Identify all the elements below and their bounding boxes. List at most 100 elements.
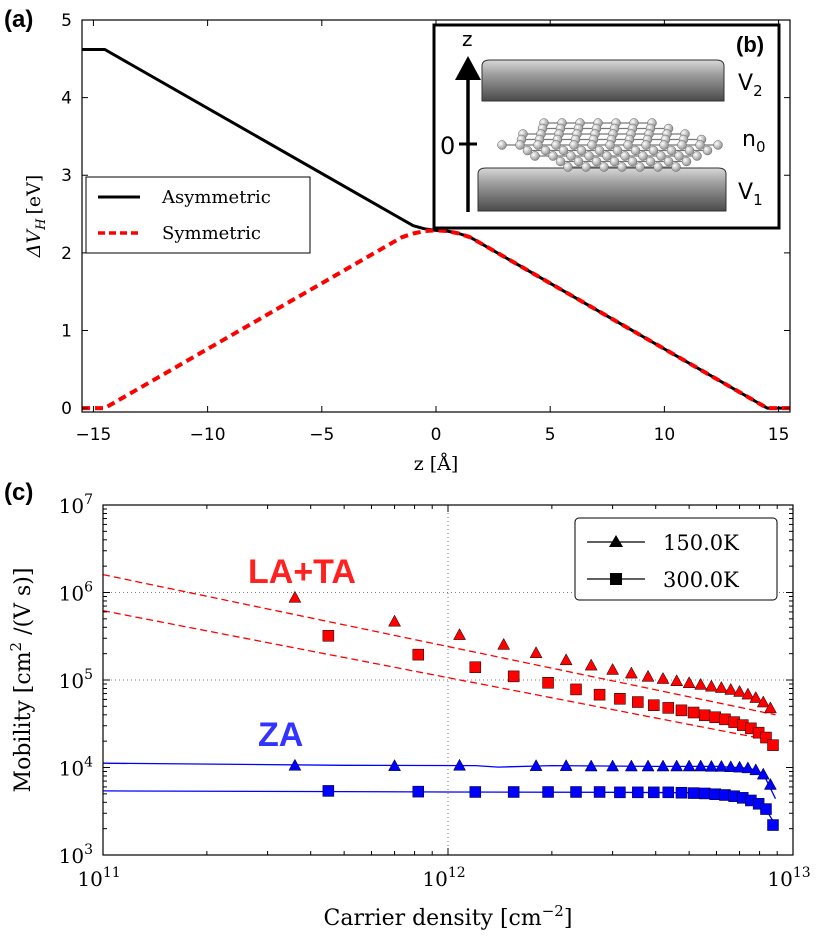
legend-300k-square-icon bbox=[610, 573, 622, 585]
marker-triangle bbox=[559, 653, 573, 666]
marker-square bbox=[469, 786, 482, 798]
marker-square bbox=[507, 786, 520, 798]
marker-square bbox=[767, 739, 779, 751]
marker-square bbox=[542, 677, 554, 689]
marker-square bbox=[412, 648, 425, 661]
marker-triangle bbox=[694, 759, 708, 772]
fit-line bbox=[103, 790, 777, 826]
marker-triangle bbox=[724, 760, 738, 772]
fit-line bbox=[103, 573, 776, 716]
legend-150k-triangle-icon bbox=[609, 535, 623, 547]
fit-line bbox=[103, 610, 776, 742]
marker-triangle bbox=[529, 759, 543, 771]
panel-a-y-label-unit: [eV] bbox=[23, 175, 45, 215]
y-tick-label: 0 bbox=[61, 399, 72, 419]
marker-triangle bbox=[656, 671, 670, 684]
inset-graphene-sheet-icon bbox=[497, 118, 723, 172]
panel-a-y-label: ΔVH [eV] bbox=[23, 175, 49, 259]
marker-triangle bbox=[704, 679, 718, 692]
marker-triangle bbox=[497, 637, 511, 650]
marker-square bbox=[632, 786, 644, 799]
marker-triangle bbox=[756, 695, 770, 708]
y-tick-label: 103 bbox=[59, 842, 93, 868]
marker-square bbox=[322, 630, 335, 642]
marker-square bbox=[760, 731, 772, 744]
panel-c-y-ticks: 103 104 105 106 107 bbox=[59, 492, 793, 868]
marker-square bbox=[614, 693, 626, 705]
marker-triangle bbox=[584, 658, 598, 671]
marker-triangle bbox=[756, 767, 770, 780]
inset-bottom-plate-label: V1 bbox=[738, 180, 763, 209]
panel-a-y-label-main: ΔV bbox=[23, 228, 45, 259]
panel-b-label: (b) bbox=[736, 32, 764, 57]
y-tick-label: 106 bbox=[59, 580, 93, 606]
marker-square bbox=[760, 803, 772, 815]
y-tick-label: 3 bbox=[61, 166, 72, 186]
panel-c-grid bbox=[103, 505, 793, 855]
marker-triangle bbox=[763, 777, 777, 790]
inset-bottom-plate bbox=[477, 167, 727, 212]
marker-triangle bbox=[453, 628, 466, 640]
panel-a-legend: Asymmetric Symmetric bbox=[85, 176, 311, 254]
marker-square bbox=[593, 688, 606, 701]
x-tick-label: 1011 bbox=[77, 865, 120, 891]
marker-square bbox=[662, 702, 675, 714]
marker-triangle bbox=[749, 691, 763, 703]
inset-origin-label: 0 bbox=[440, 132, 455, 160]
marker-square bbox=[709, 711, 721, 724]
marker-triangle bbox=[529, 646, 543, 658]
annotation-la-ta: LA+TA bbox=[248, 553, 356, 591]
marker-triangle bbox=[388, 759, 401, 771]
y-tick-label: 107 bbox=[59, 492, 93, 518]
annotation-za: ZA bbox=[258, 716, 303, 754]
marker-square bbox=[662, 786, 675, 799]
x-tick-label: −10 bbox=[190, 425, 226, 445]
marker-triangle bbox=[733, 684, 746, 697]
marker-square bbox=[687, 706, 700, 719]
marker-triangle bbox=[714, 759, 728, 772]
marker-triangle bbox=[763, 701, 777, 714]
marker-triangle bbox=[749, 763, 763, 776]
marker-square bbox=[570, 786, 582, 798]
marker-triangle bbox=[624, 666, 638, 679]
marker-triangle bbox=[694, 677, 708, 690]
inset-z-arrow-icon bbox=[455, 56, 481, 80]
x-tick-label: 10 bbox=[654, 425, 676, 445]
marker-triangle bbox=[704, 759, 718, 772]
marker-triangle bbox=[714, 681, 728, 693]
marker-square bbox=[648, 786, 660, 799]
marker-square bbox=[570, 683, 582, 696]
legend-300k-label: 300.0K bbox=[663, 568, 739, 592]
x-tick-label: −5 bbox=[309, 425, 334, 445]
marker-square bbox=[412, 785, 425, 798]
marker-square bbox=[767, 819, 779, 831]
marker-triangle bbox=[288, 758, 302, 771]
inset-top-plate-label: V2 bbox=[738, 71, 763, 100]
marker-triangle bbox=[388, 614, 401, 627]
marker-triangle bbox=[656, 759, 670, 772]
x-tick-label: 0 bbox=[431, 425, 442, 445]
panel-c-y-label: Mobility [cm2 /(V s)] bbox=[7, 568, 36, 793]
marker-square bbox=[675, 704, 688, 717]
panel-a-y-label-sub: H bbox=[34, 218, 49, 231]
y-tick-label: 2 bbox=[61, 244, 72, 264]
marker-square bbox=[648, 699, 660, 711]
marker-square bbox=[699, 787, 711, 800]
marker-square bbox=[699, 709, 711, 722]
marker-triangle bbox=[682, 759, 696, 772]
panel-b-inset: (b) z 0 V2 n0 V1 bbox=[432, 23, 781, 230]
panel-c-legend: 150.0K 300.0K bbox=[574, 517, 778, 601]
marker-triangle bbox=[733, 760, 746, 773]
panel-c-x-label: Carrier density [cm−2] bbox=[324, 902, 573, 931]
marker-square bbox=[542, 786, 554, 798]
inset-top-plate bbox=[481, 59, 725, 102]
marker-square bbox=[507, 670, 520, 683]
marker-square bbox=[709, 788, 721, 800]
marker-triangle bbox=[606, 759, 620, 772]
panel-a-y-ticks: 0 1 2 3 4 5 bbox=[61, 11, 790, 419]
marker-triangle bbox=[559, 759, 573, 771]
x-tick-label: −15 bbox=[75, 425, 111, 445]
marker-triangle bbox=[724, 682, 738, 695]
x-tick-label: 15 bbox=[768, 425, 790, 445]
